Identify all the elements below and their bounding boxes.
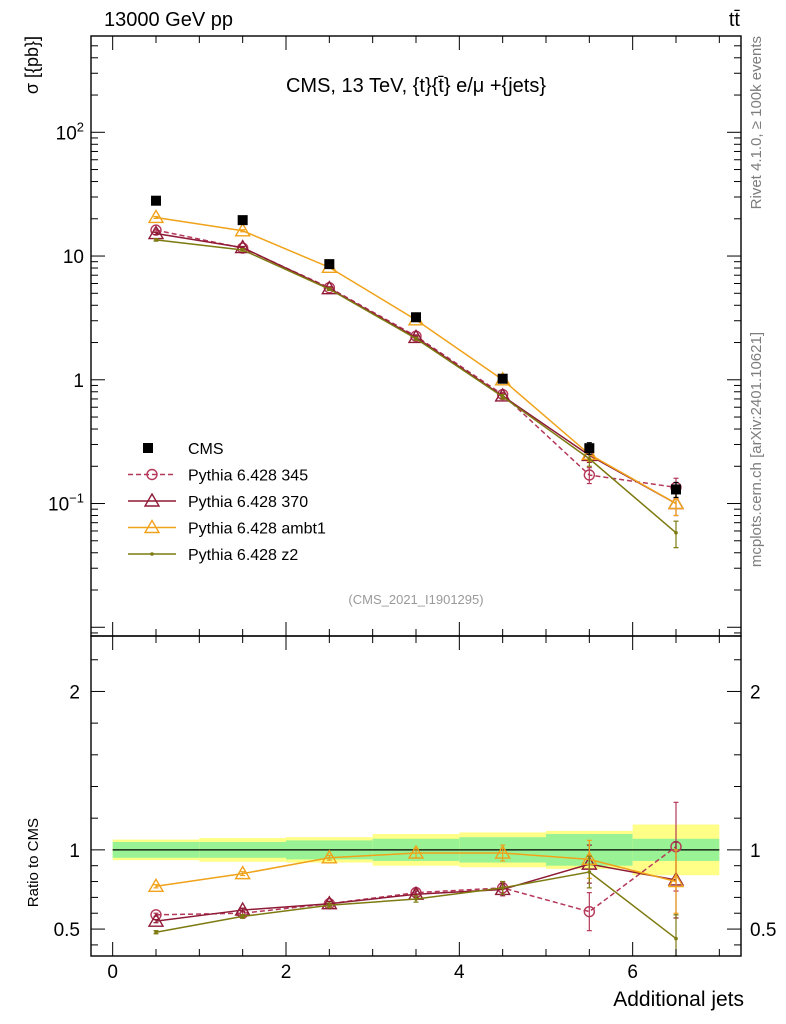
series-point	[327, 287, 332, 291]
series-point	[587, 456, 592, 461]
ratio-point	[414, 897, 418, 901]
series-line	[155, 229, 677, 489]
cms-point	[324, 259, 335, 270]
series-cms	[151, 195, 681, 499]
legend-marker	[143, 519, 161, 534]
y-tick-label: 10−1	[48, 491, 84, 516]
legend-label: Pythia 6.428 370	[188, 494, 308, 511]
ratio-y-tick-label-right: 1	[750, 841, 761, 862]
chart-title: CMS, 13 TeV, {t}{t̄} e/μ +{jets}	[286, 75, 546, 97]
series-line	[155, 239, 677, 534]
legend-marker	[143, 492, 161, 507]
ratio-y-tick-label-right: 2	[750, 682, 761, 703]
series-point	[414, 336, 418, 341]
ratio-y-tick-label: 0.5	[54, 920, 80, 941]
ratio-panel: 0.5 0.5 1 1 2 2 0 2 4 6	[54, 635, 776, 983]
series-pythia-6-428-z2	[153, 238, 679, 549]
ratio-point	[240, 914, 245, 919]
ratio-point	[321, 895, 338, 910]
ratio-point	[147, 912, 165, 927]
legend-label: Pythia 6.428 ambt1	[188, 521, 326, 538]
cms-point	[237, 215, 248, 226]
cms-point	[497, 373, 508, 384]
cms-point	[151, 195, 161, 206]
ratio-point	[321, 849, 338, 864]
cms-point	[411, 312, 421, 323]
legend-entry-pythia-6-428-370: Pythia 6.428 370	[128, 492, 308, 511]
main-panel: 102 10 1 10−1 CMS Pythia 6.428 345 Pythia 6.42…	[48, 35, 742, 637]
x-tick-label: 6	[627, 962, 638, 983]
y-tick-label: 1	[73, 371, 84, 392]
series-point	[674, 530, 678, 535]
cms-point	[671, 484, 681, 495]
ratio-panel-frame	[90, 635, 742, 957]
series-point	[500, 394, 505, 399]
legend-entry-pythia-6-428-ambt1: Pythia 6.428 ambt1	[128, 519, 326, 538]
series-pythia-6-428-345	[150, 224, 682, 500]
analysis-watermark: (CMS_2021_I1901295)	[348, 592, 483, 607]
y-tick-exponent: −1	[69, 491, 84, 506]
series-point	[240, 248, 245, 252]
series-point	[234, 222, 251, 237]
y-tick-label: 102	[56, 119, 84, 144]
legend: CMS Pythia 6.428 345 Pythia 6.428 370 Pythi…	[128, 441, 326, 564]
ratio-point	[147, 877, 165, 892]
ratio-y-axis-label: Ratio to CMS	[25, 818, 42, 907]
legend-entry-cms: CMS	[143, 441, 224, 458]
legend-swatch	[143, 443, 153, 453]
y-tick-exponent: 2	[77, 119, 84, 134]
x-axis-label: Additional jets	[613, 988, 744, 1011]
ratio-series-pythia-6-428-z2	[153, 855, 679, 957]
rivet-version: Rivet 4.1.0, ≥ 100k events	[748, 36, 765, 209]
ratio-point	[154, 930, 158, 935]
ratio-point	[500, 886, 505, 890]
series-line	[155, 232, 677, 505]
ratio-point	[494, 844, 511, 859]
legend-entry-pythia-6-428-z2: Pythia 6.428 z2	[128, 547, 298, 564]
x-tick-label: 4	[454, 962, 465, 983]
series-point	[667, 495, 685, 510]
ratio-point	[667, 873, 685, 888]
legend-label: CMS	[188, 441, 224, 458]
legend-label: Pythia 6.428 z2	[188, 547, 298, 564]
ratio-point	[587, 870, 592, 874]
legend-marker	[146, 468, 158, 481]
series-point	[154, 238, 158, 242]
ratio-y-tick-label-right: 0.5	[750, 920, 776, 941]
legend-label: Pythia 6.428 345	[188, 468, 308, 485]
cms-point	[584, 443, 595, 454]
series-point	[147, 209, 165, 224]
ratio-point	[583, 905, 596, 918]
ratio-point	[674, 936, 678, 941]
ratio-point	[234, 865, 251, 880]
x-tick-label: 0	[107, 962, 118, 983]
header-right: tt̄	[729, 9, 741, 31]
legend-marker	[150, 552, 154, 556]
series-point	[234, 239, 251, 254]
series-point	[583, 469, 596, 481]
y-axis-label: σ [{pb}]	[22, 36, 42, 94]
header-left: 13000 GeV pp	[104, 9, 233, 31]
y-tick-label: 10	[63, 247, 84, 268]
ratio-point	[327, 903, 332, 908]
ratio-y-tick-label: 2	[69, 682, 80, 703]
x-tick-label: 2	[281, 962, 292, 983]
ratio-y-tick-label: 1	[69, 841, 80, 862]
legend-entry-pythia-6-428-345: Pythia 6.428 345	[128, 468, 308, 485]
mcplots-reference: mcplots.cern.ch [arXiv:2401.10621]	[748, 332, 765, 567]
ratio-point	[407, 844, 425, 859]
